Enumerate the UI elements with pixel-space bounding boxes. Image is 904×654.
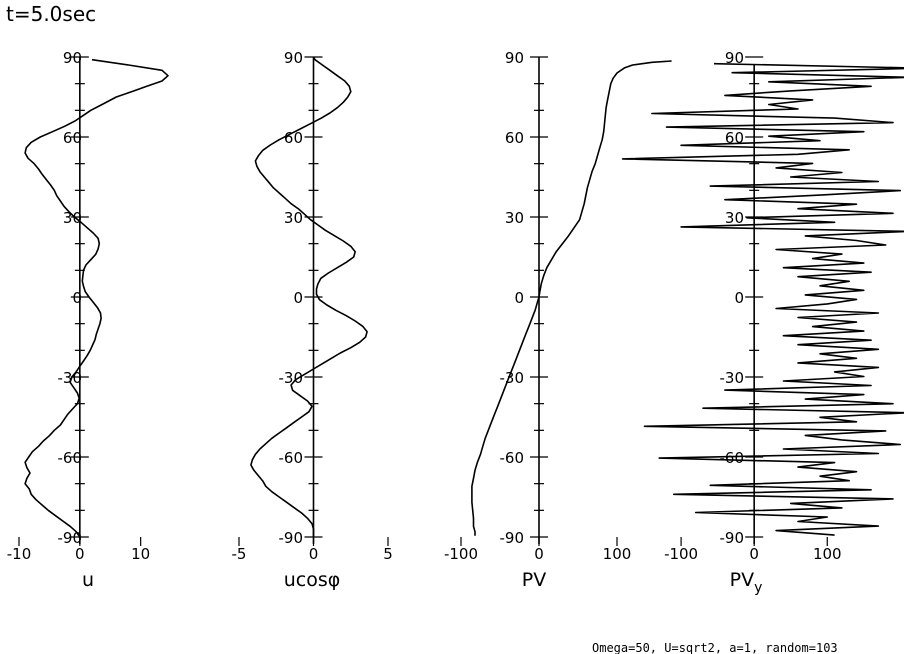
x-axis-title: PV <box>522 569 546 591</box>
y-tick-label: 0 <box>734 289 744 307</box>
series-PV-line <box>471 60 672 536</box>
y-tick-label: -90 <box>720 529 745 547</box>
series-u-line <box>24 58 169 538</box>
y-tick-label: -60 <box>500 449 525 467</box>
y-tick-label: 0 <box>293 289 303 307</box>
y-tick-label: -90 <box>58 529 83 547</box>
y-tick-label: 90 <box>63 49 82 67</box>
y-tick-label: 0 <box>514 289 524 307</box>
x-axis-title: PVy <box>730 569 763 596</box>
y-tick-label: 60 <box>63 129 82 147</box>
series-ucos-line <box>250 56 368 537</box>
y-tick-label: -30 <box>279 369 304 387</box>
y-tick-label: 0 <box>72 289 82 307</box>
panel-3: 90 60 30 0 -30 -60 -90 -100 0 100 PV <box>444 49 672 591</box>
y-tick-label: 60 <box>284 129 303 147</box>
x-tick-label: -10 <box>7 545 32 563</box>
y-tick-label: 30 <box>505 209 524 227</box>
x-tick-label: -5 <box>232 545 247 563</box>
parameter-footnote: Omega=50, U=sqrt2, a=1, random=103 <box>592 641 838 654</box>
panel-4: 90 60 30 0 -30 -60 -90 -100 0 100 PVy <box>621 49 904 596</box>
x-axis-title: u <box>82 569 94 591</box>
y-tick-label: 90 <box>284 49 303 67</box>
y-tick-label: -60 <box>720 449 745 467</box>
y-tick-label: -30 <box>500 369 525 387</box>
panel-1: 90 60 30 0 -30 -60 -90 -10 0 10 u <box>7 49 169 591</box>
y-tick-label: 30 <box>725 209 744 227</box>
y-tick-label: 60 <box>505 129 524 147</box>
x-tick-label: 0 <box>75 545 85 563</box>
x-tick-label: 10 <box>131 545 150 563</box>
y-tick-label: 60 <box>725 129 744 147</box>
y-tick-label: -30 <box>58 369 83 387</box>
x-tick-label: 0 <box>534 545 544 563</box>
y-tick-label: -60 <box>279 449 304 467</box>
figure-title: t=5.0sec <box>6 2 96 26</box>
x-tick-label: 0 <box>309 545 319 563</box>
y-tick-label: -30 <box>720 369 745 387</box>
x-tick-label: -100 <box>444 545 478 563</box>
x-tick-label: 100 <box>813 545 842 563</box>
panel-2: 90 60 30 0 -30 -60 -90 -5 0 5 ucosφ <box>232 49 393 591</box>
y-tick-label: -90 <box>500 529 525 547</box>
y-tick-label: -60 <box>58 449 83 467</box>
y-tick-label: 90 <box>725 49 744 67</box>
x-tick-label: 100 <box>603 545 632 563</box>
x-axis-title: ucosφ <box>284 569 341 591</box>
y-tick-label: 30 <box>63 209 82 227</box>
x-tick-label: 5 <box>383 545 393 563</box>
y-tick-label: 30 <box>284 209 303 227</box>
x-tick-label: -100 <box>664 545 698 563</box>
x-tick-label: 0 <box>749 545 759 563</box>
x-axis-title-subscript: y <box>754 580 762 596</box>
series-PVy-line <box>621 62 904 536</box>
y-tick-label: 90 <box>505 49 524 67</box>
y-tick-label: -90 <box>279 529 304 547</box>
